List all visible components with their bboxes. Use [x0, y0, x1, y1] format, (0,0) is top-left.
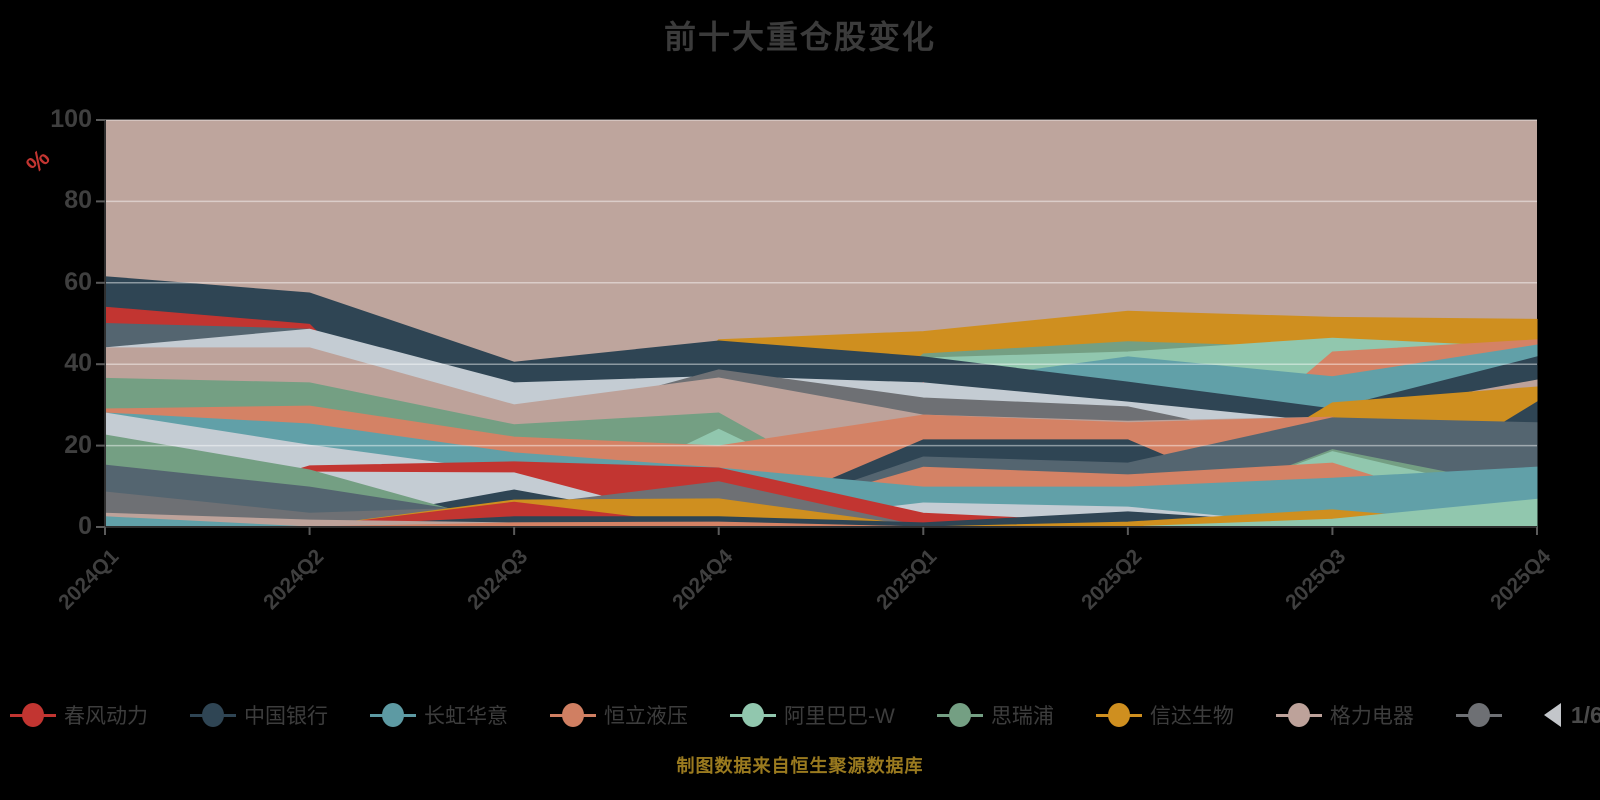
legend-label: 恒立液压	[604, 705, 688, 728]
legend-label: 阿里巴巴-W	[784, 705, 895, 728]
legend-pager: 1/6	[1543, 701, 1600, 729]
legend-series-icon	[730, 701, 776, 729]
legend-label: 春风动力	[64, 705, 148, 728]
y-axis-label-40: 40	[64, 349, 92, 378]
y-axis-label-20: 20	[64, 430, 92, 459]
legend-item-思瑞浦[interactable]: 思瑞浦	[936, 700, 1054, 730]
legend-series-icon	[1095, 701, 1142, 729]
legend-item-恒立液压[interactable]: 恒立液压	[550, 700, 688, 730]
legend-series-icon	[190, 701, 236, 729]
legend-series-icon	[550, 701, 596, 729]
legend-item-春风动力[interactable]: 春风动力	[10, 700, 148, 730]
legend-page-prev-icon[interactable]	[1543, 703, 1561, 727]
chart-title: 前十大重仓股变化	[663, 19, 936, 55]
legend-page-indicator: 1/6	[1570, 701, 1600, 728]
legend-label: 长虹华意	[424, 705, 508, 728]
legend: 春风动力 中国银行 长虹华意 恒立液压 阿里巴巴-W 思瑞浦 信达生物 格力电器 1/6	[10, 700, 1600, 730]
legend-series-icon	[10, 701, 56, 729]
legend-series-icon	[1455, 701, 1502, 729]
legend-label: 格力电器	[1329, 705, 1414, 728]
legend-label: 思瑞浦	[990, 705, 1054, 728]
y-axis-label-80: 80	[64, 186, 92, 215]
legend-series-icon	[1275, 701, 1322, 729]
legend-series-icon	[936, 701, 983, 729]
legend-item-阿里巴巴-W[interactable]: 阿里巴巴-W	[730, 700, 895, 730]
y-axis-label-0: 0	[78, 512, 92, 540]
data-source-caption: 制图数据来自恒生聚源数据库	[676, 756, 924, 776]
legend-series-icon	[370, 701, 416, 729]
legend-item-长虹华意[interactable]: 长虹华意	[370, 700, 508, 730]
legend-label: 中国银行	[244, 705, 328, 728]
legend-item-信达生物[interactable]: 信达生物	[1095, 700, 1234, 730]
legend-item-中国银行[interactable]: 中国银行	[190, 700, 328, 730]
y-axis-label-60: 60	[64, 267, 92, 296]
y-axis-label-100: 100	[50, 105, 92, 133]
legend-item-extra-8[interactable]	[1455, 701, 1502, 729]
legend-item-格力电器[interactable]: 格力电器	[1275, 700, 1414, 730]
legend-label: 信达生物	[1149, 705, 1234, 728]
